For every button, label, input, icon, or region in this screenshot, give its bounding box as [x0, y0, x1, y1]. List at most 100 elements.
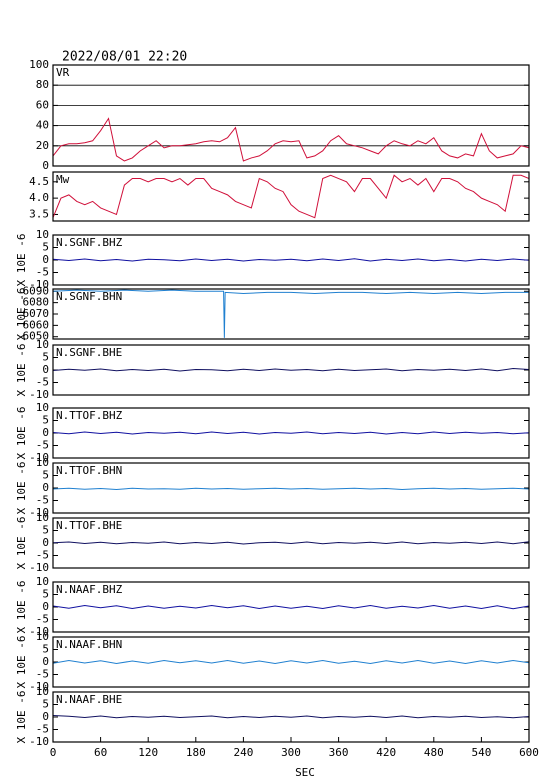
- y-tick-label: 0: [42, 536, 49, 549]
- chart-title: 2022/08/01 22:20: [62, 50, 187, 65]
- y-tick-label: -10: [29, 561, 49, 574]
- x-axis-label: SEC: [295, 766, 315, 779]
- trace: [53, 367, 529, 372]
- y-tick-label: 5: [42, 698, 49, 711]
- y-tick-label: 10: [36, 228, 49, 241]
- trace: [53, 541, 529, 545]
- plot: [53, 715, 529, 719]
- panel-label: N.NAAF.BHN: [56, 638, 122, 651]
- y-tick-label: -5: [36, 723, 49, 736]
- plot: [53, 174, 529, 219]
- trace: [53, 431, 529, 435]
- y-axis-label: X 10E -6: [15, 234, 28, 287]
- panel-label: VR: [56, 66, 70, 79]
- plot: [53, 289, 529, 338]
- y-tick-label: -10: [29, 388, 49, 401]
- y-tick-label: 6050: [23, 330, 50, 343]
- plot: [53, 258, 529, 262]
- frame: [52, 64, 530, 167]
- y-tick-label: 60: [36, 98, 49, 111]
- y-axis-label: X 10E -6: [15, 691, 28, 744]
- frame: [52, 462, 530, 514]
- y-tick-label: 6070: [23, 307, 50, 320]
- y-tick-label: 10: [36, 338, 49, 351]
- x-tick-label: 480: [424, 746, 444, 759]
- y-tick-label: -5: [36, 266, 49, 279]
- y-axis-label: X 10E -6: [15, 288, 28, 341]
- y-axis-label: X 10E -6: [15, 517, 28, 570]
- y-tick-label: 10: [36, 456, 49, 469]
- y-tick-label: 5: [42, 524, 49, 537]
- y-tick-label: 0: [42, 655, 49, 668]
- x-tick-label: 120: [138, 746, 158, 759]
- plot: [53, 604, 529, 610]
- y-tick-label: -5: [36, 613, 49, 626]
- y-tick-label: 10: [36, 685, 49, 698]
- y-tick-label: -5: [36, 376, 49, 389]
- plot: [53, 117, 529, 162]
- y-tick-label: -10: [29, 680, 49, 693]
- y-tick-label: 5: [42, 241, 49, 254]
- y-tick-label: 0: [42, 363, 49, 376]
- y-tick-label: 6090: [23, 284, 50, 297]
- y-tick-label: 0: [42, 710, 49, 723]
- frame: [52, 636, 530, 688]
- panel-label: N.TTOF.BHZ: [56, 409, 123, 422]
- frame: [52, 517, 530, 569]
- y-tick-label: 5: [42, 469, 49, 482]
- x-tick-label: 60: [94, 746, 107, 759]
- y-axis-label: X 10E -6: [15, 407, 28, 460]
- plot: [53, 487, 529, 491]
- x-tick-label: 300: [281, 746, 301, 759]
- y-axis-label: X 10E -6: [15, 636, 28, 689]
- trace: [53, 289, 529, 338]
- frame: [52, 407, 530, 459]
- trace: [53, 659, 529, 665]
- y-tick-label: -5: [36, 494, 49, 507]
- y-tick-label: 20: [36, 139, 49, 152]
- trace: [53, 258, 529, 262]
- frame: [52, 171, 530, 222]
- y-tick-label: -10: [29, 278, 49, 291]
- y-tick-label: 0: [42, 481, 49, 494]
- x-tick-label: 0: [50, 746, 57, 759]
- y-axis-label: X 10E -6: [15, 462, 28, 515]
- panel-label: Mw: [56, 173, 70, 186]
- x-tick-label: 540: [471, 746, 491, 759]
- y-axis-label: X 10E -6: [15, 581, 28, 634]
- frame: [52, 288, 530, 340]
- y-tick-label: 80: [36, 78, 49, 91]
- y-tick-label: 5: [42, 643, 49, 656]
- panel-label: N.TTOF.BHN: [56, 464, 122, 477]
- plot: [53, 659, 529, 665]
- y-tick-label: 3.5: [29, 207, 49, 220]
- y-tick-label: -5: [36, 549, 49, 562]
- y-tick-label: -10: [29, 625, 49, 638]
- panel-label: N.SGNF.BHE: [56, 346, 122, 359]
- trace: [53, 174, 529, 219]
- y-tick-label: -5: [36, 439, 49, 452]
- y-tick-label: 40: [36, 119, 49, 132]
- y-tick-label: 0: [42, 159, 49, 172]
- frame: [52, 344, 530, 396]
- x-tick-label: 240: [233, 746, 253, 759]
- frame: [52, 691, 530, 743]
- y-tick-label: 0: [42, 426, 49, 439]
- panel-label: N.SGNF.BHN: [56, 290, 122, 303]
- x-tick-label: 360: [329, 746, 349, 759]
- panel-label: N.NAAF.BHE: [56, 693, 122, 706]
- y-tick-label: -10: [29, 451, 49, 464]
- trace: [53, 487, 529, 491]
- panel-label: N.NAAF.BHZ: [56, 583, 123, 596]
- y-tick-label: 10: [36, 511, 49, 524]
- y-tick-label: 0: [42, 600, 49, 613]
- y-axis-label: X 10E -6: [15, 344, 28, 397]
- x-tick-label: 420: [376, 746, 396, 759]
- panel-label: N.TTOF.BHE: [56, 519, 122, 532]
- y-tick-label: 100: [29, 58, 49, 71]
- frame: [52, 234, 530, 286]
- x-tick-label: 180: [186, 746, 206, 759]
- y-tick-label: 4.0: [29, 191, 49, 204]
- plot: [53, 367, 529, 372]
